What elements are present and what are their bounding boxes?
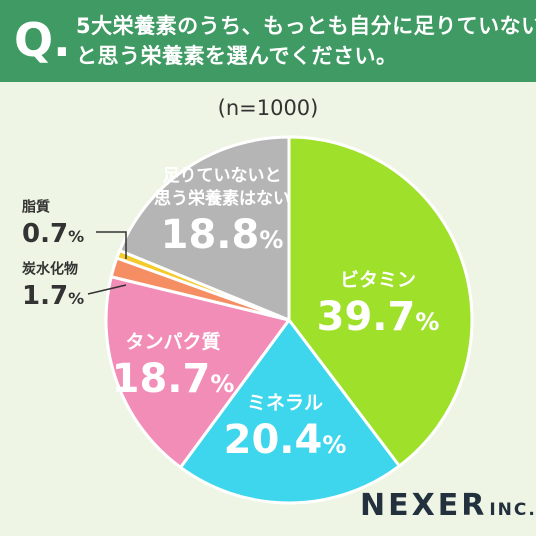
brand-logo: NEXER INC. — [360, 488, 536, 523]
question-line-2: と思う栄養素を選んでください。 — [76, 44, 398, 68]
brand-suffix: INC. — [489, 500, 536, 520]
category-label-carbohydrate: 炭水化物 — [22, 260, 78, 277]
question-text: 5大栄養素のうち、もっとも自分に足りていない と思う栄養素を選んでください。 — [76, 11, 536, 71]
slice-protein — [104, 275, 291, 469]
category-label-vitamin: ビタミン — [340, 269, 416, 291]
category-label-none: 思う栄養素はない — [154, 188, 290, 209]
question-line-1: 5大栄養素のうち、もっとも自分に足りていない — [76, 14, 536, 38]
leader-line-carbohydrate — [87, 284, 127, 295]
label-vitamin: ビタミン 39.7% — [317, 269, 440, 340]
pie-slices — [104, 135, 474, 505]
value-label-vitamin: 39.7% — [317, 294, 440, 340]
value-label-mineral: 20.4% — [224, 417, 347, 463]
label-protein: タンパク質 18.7% — [112, 330, 235, 402]
sample-size: (n=1000) — [217, 96, 319, 120]
question-mark: Q. — [14, 13, 71, 67]
value-label-protein: 18.7% — [112, 356, 235, 402]
value-label-carbohydrate: 1.7% — [22, 281, 84, 311]
slice-vitamin — [287, 135, 474, 468]
slice-none — [118, 135, 291, 322]
label-carbohydrate: 炭水化物 1.7% — [22, 260, 84, 311]
question-header: Q. 5大栄養素のうち、もっとも自分に足りていない と思う栄養素を選んでください… — [0, 0, 536, 82]
category-label-mineral: ミネラル — [247, 392, 323, 414]
category-label-lipid: 脂質 — [21, 198, 50, 215]
leader-line-lipid — [96, 231, 127, 259]
label-lipid: 脂質 0.7% — [21, 198, 84, 249]
slice-mineral — [179, 318, 401, 505]
value-label-none: 18.8% — [161, 212, 284, 258]
label-mineral: ミネラル 20.4% — [224, 392, 347, 463]
category-label-none: 足りていないと — [163, 166, 282, 186]
brand-name: NEXER — [360, 488, 488, 523]
value-label-lipid: 0.7% — [22, 219, 84, 249]
category-label-protein: タンパク質 — [125, 330, 220, 353]
